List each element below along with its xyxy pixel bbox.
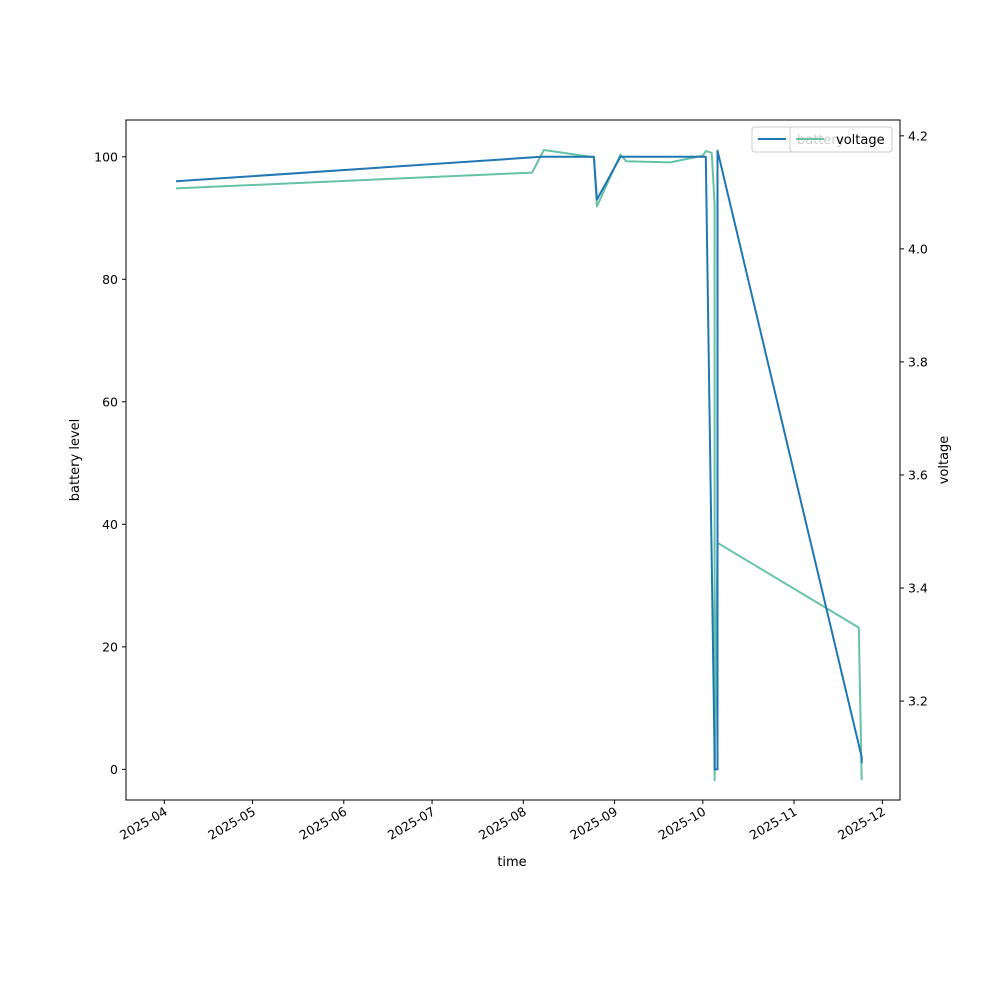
series-layer bbox=[175, 149, 863, 782]
x-tick-label: 2025-04 bbox=[117, 804, 170, 843]
x-axis-label: time bbox=[497, 855, 526, 870]
y-axis-right: 3.2 3.4 3.6 3.8 4.0 4.2 bbox=[900, 128, 928, 709]
x-tick-label: 2025-10 bbox=[656, 804, 709, 843]
legend-voltage: voltage bbox=[789, 126, 893, 153]
plot-frame bbox=[125, 119, 901, 801]
x-tick-label: 2025-07 bbox=[385, 804, 438, 843]
y-axis-left-label: battery level bbox=[68, 419, 83, 502]
series-line-voltage bbox=[175, 149, 863, 782]
series-line-battery bbox=[175, 149, 863, 771]
y-left-tick-label: 60 bbox=[102, 394, 118, 409]
y-axis-right-label: voltage bbox=[937, 436, 952, 485]
x-tick-label: 2025-08 bbox=[476, 804, 529, 843]
x-tick-label: 2025-05 bbox=[205, 804, 258, 843]
y-right-tick-label: 3.4 bbox=[908, 581, 928, 596]
y-left-tick-label: 0 bbox=[110, 762, 118, 777]
y-left-tick-label: 100 bbox=[94, 149, 118, 164]
x-axis: 2025-04 2025-05 2025-06 2025-07 2025-08 2025-… bbox=[117, 800, 888, 843]
y-right-tick-label: 4.2 bbox=[908, 128, 928, 143]
y-axis-left: 0 20 40 60 80 100 bbox=[94, 149, 126, 777]
legend-voltage-label: voltage bbox=[836, 133, 885, 148]
legend-voltage-frame bbox=[789, 126, 893, 153]
y-right-tick-label: 3.6 bbox=[908, 467, 928, 482]
y-right-tick-label: 3.2 bbox=[908, 694, 928, 709]
x-tick-label: 2025-11 bbox=[747, 804, 800, 843]
y-left-tick-label: 40 bbox=[102, 517, 118, 532]
y-left-tick-label: 20 bbox=[102, 639, 118, 654]
x-tick-label: 2025-09 bbox=[567, 804, 620, 843]
y-right-tick-label: 3.8 bbox=[908, 354, 928, 369]
y-right-tick-label: 4.0 bbox=[908, 241, 928, 256]
y-left-tick-label: 80 bbox=[102, 272, 118, 287]
x-tick-label: 2025-12 bbox=[835, 804, 888, 843]
plot-background bbox=[126, 120, 900, 800]
x-tick-label: 2025-06 bbox=[297, 804, 350, 843]
